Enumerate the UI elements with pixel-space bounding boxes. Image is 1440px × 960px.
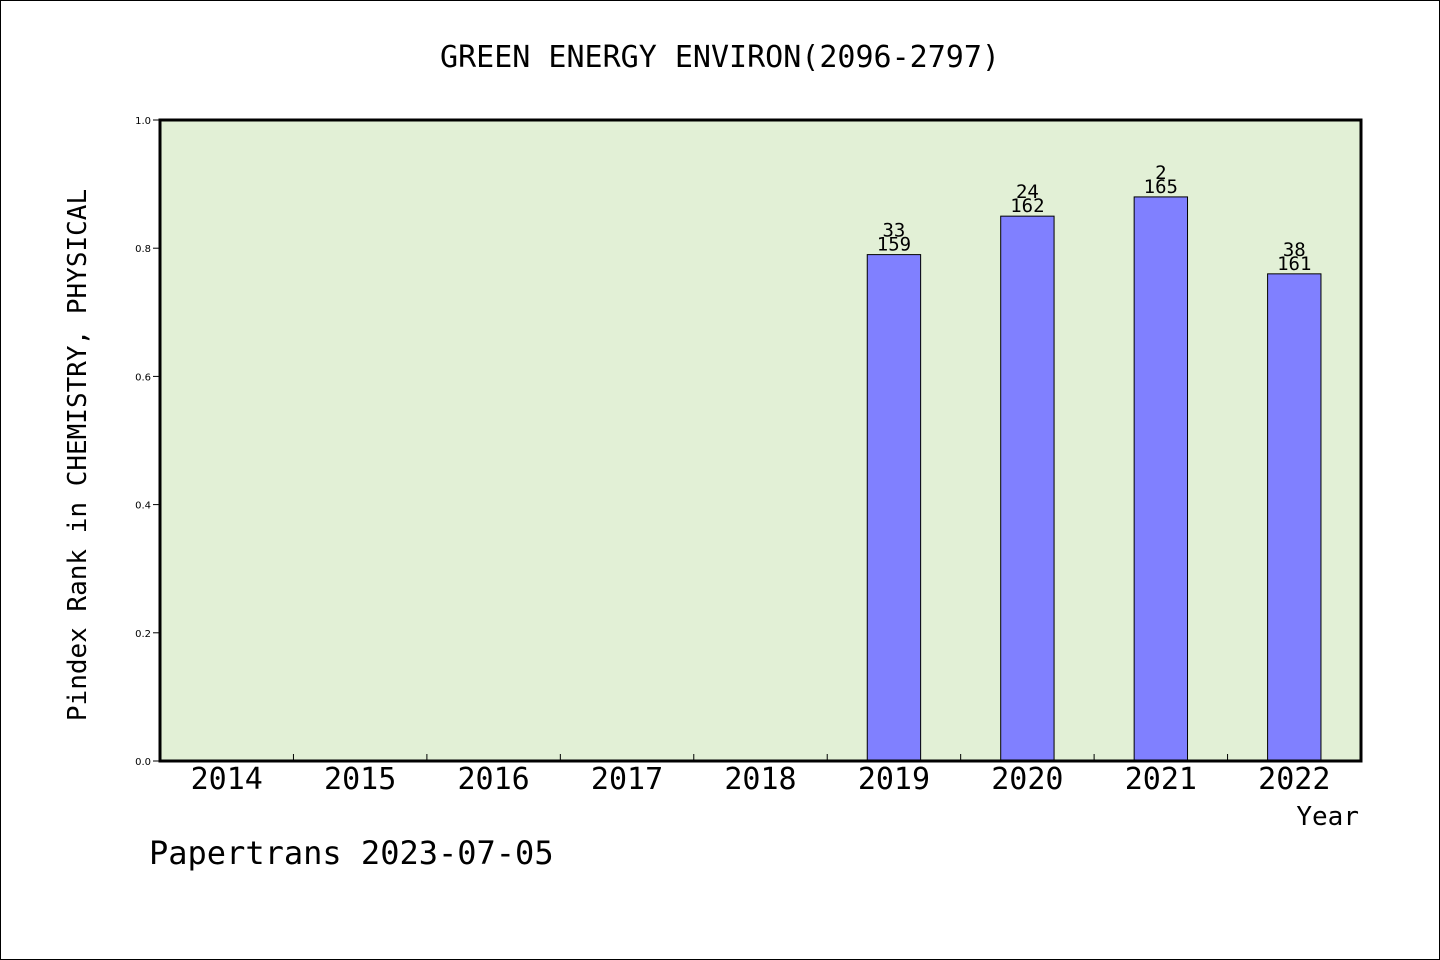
y-tick-label: 0.8 [135, 244, 151, 255]
bar-label-bottom: 161 [1277, 253, 1311, 275]
y-tick-label: 0.4 [135, 501, 151, 512]
bar [1133, 196, 1189, 762]
bar-label-bottom: 159 [877, 234, 911, 256]
bar-label-top: 38 [1283, 239, 1306, 261]
bar [1267, 273, 1322, 762]
x-axis-label: Year [1296, 802, 1359, 832]
footer-text: Papertrans 2023-07-05 [149, 834, 554, 872]
x-tick-label: 2021 [1125, 762, 1197, 797]
y-axis: 0.0 0.2 0.4 0.6 0.8 1.0 [135, 116, 160, 768]
x-tick-label: 2016 [457, 762, 529, 797]
x-tick-label: 2019 [858, 762, 930, 797]
bar-label-top: 2 [1155, 162, 1166, 184]
x-axis: 2014 2015 2016 2017 2018 2019 2020 2021 2022 [191, 754, 1330, 797]
y-tick-label: 0.6 [135, 372, 151, 383]
y-tick-label: 0.2 [135, 629, 151, 640]
bar [866, 254, 922, 762]
bar-label-top: 24 [1016, 181, 1039, 203]
y-tick-label: 0.0 [135, 757, 151, 768]
plot-border [158, 118, 1363, 763]
bar-label-bottom: 162 [1010, 195, 1044, 217]
x-tick-label: 2014 [191, 762, 263, 797]
x-tick-label: 2018 [724, 762, 796, 797]
x-tick-label: 2020 [991, 762, 1063, 797]
bar-label-bottom: 165 [1144, 176, 1178, 198]
x-tick-label: 2022 [1258, 762, 1330, 797]
x-tick-label: 2015 [324, 762, 396, 797]
chart-title: GREEN ENERGY ENVIRON(2096-2797) [440, 40, 1000, 75]
y-axis-label: Pindex Rank in CHEMISTRY, PHYSICAL [63, 189, 93, 721]
bar [1000, 215, 1055, 762]
bars-group [866, 196, 1322, 762]
bar-label-top: 33 [882, 220, 905, 242]
y-tick-label: 1.0 [135, 116, 151, 127]
x-tick-label: 2017 [591, 762, 663, 797]
